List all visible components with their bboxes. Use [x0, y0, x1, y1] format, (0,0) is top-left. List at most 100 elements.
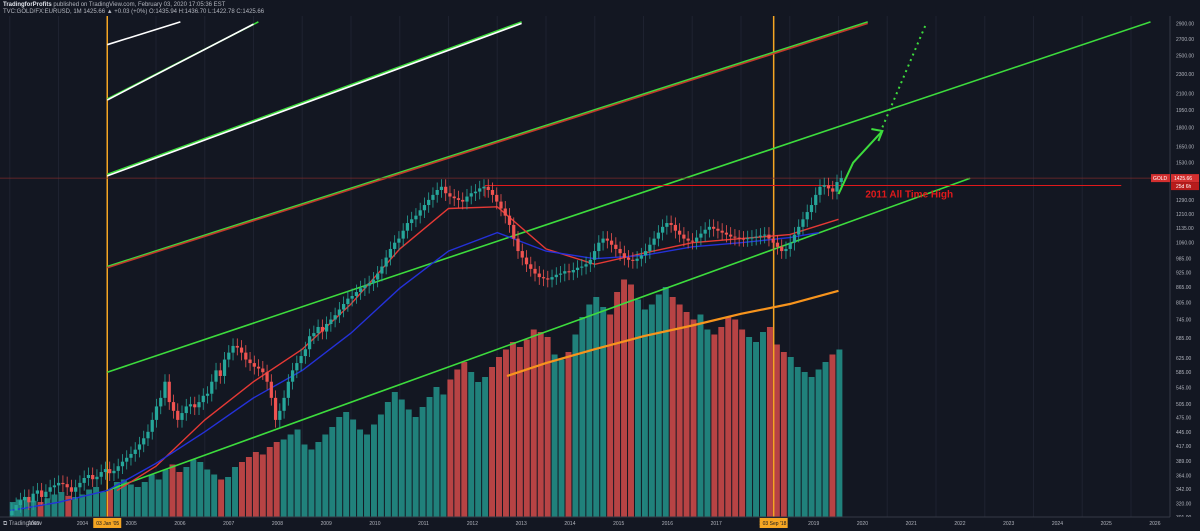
candle-body [550, 277, 554, 280]
y-tick-label: 1210.00 [1176, 212, 1194, 218]
candle-body [91, 474, 95, 480]
x-tick-label: 2011 [418, 521, 429, 527]
candle-body [329, 319, 333, 324]
candle-body [239, 347, 244, 353]
candle-body [40, 490, 44, 497]
y-tick-label: 320.00 [1176, 502, 1192, 508]
countdown-label: 25d 6h [1176, 184, 1192, 190]
volume-bar [836, 349, 843, 517]
candle-body [414, 215, 418, 220]
symbol-tag-bg [1151, 174, 1170, 183]
volume-bar [107, 489, 113, 517]
x-tick-label: 2015 [613, 521, 624, 527]
volume-bar [655, 294, 662, 517]
candle-body [763, 234, 767, 236]
candle-body [188, 404, 193, 407]
y-tick-label: 805.00 [1176, 301, 1192, 307]
candle-body [384, 257, 388, 267]
volume-bar [391, 392, 398, 517]
y-tick-label: 745.00 [1176, 318, 1192, 324]
candle-body [227, 352, 231, 360]
projection-arrowhead [871, 127, 884, 142]
candle-body [465, 196, 469, 202]
candle-body [716, 228, 720, 231]
volume-bar [412, 417, 419, 517]
marker-date-bg [759, 518, 788, 528]
volume-bar [197, 462, 204, 517]
candle-body [422, 205, 427, 211]
candle-body [129, 453, 133, 458]
candle-body [720, 230, 724, 233]
candle-body [473, 191, 478, 194]
candle-body [222, 359, 227, 376]
candle-body [835, 182, 839, 192]
price-scale-bg [1170, 0, 1200, 531]
candle-body [235, 345, 239, 348]
candle-body [333, 315, 337, 320]
volume-bar [273, 442, 280, 517]
volume-bar [753, 342, 760, 517]
symbol-ohlc-line: TVC:GOLD/FX:EURUSD, 1M 1425.66 ▲ +0.03 (… [3, 9, 265, 15]
y-tick-label: 505.00 [1176, 402, 1192, 408]
candle-body [184, 406, 188, 414]
candle-body [116, 466, 120, 471]
volume-bar [454, 369, 461, 517]
candle-body [146, 431, 150, 439]
candle-body [609, 240, 614, 245]
x-tick-label: 2017 [711, 521, 722, 527]
volume-bar [746, 337, 753, 517]
candle-body [805, 212, 809, 220]
y-tick-label: 685.00 [1176, 336, 1192, 342]
candle-body [303, 349, 307, 357]
candle-body [631, 259, 635, 261]
candle-body [448, 193, 452, 197]
candle-body [618, 248, 622, 254]
candle-body [682, 234, 686, 239]
volume-bar [79, 494, 86, 517]
volume-bar [648, 304, 655, 517]
x-tick-label: 2014 [564, 521, 575, 527]
x-tick-label: 2008 [272, 521, 283, 527]
candle-body [295, 363, 299, 371]
candle-body [99, 472, 103, 477]
candle-body [614, 244, 618, 249]
candle-body [95, 476, 99, 480]
candle-body [524, 257, 529, 265]
candle-body [444, 186, 448, 194]
candle-body [201, 395, 205, 403]
candle-body [205, 393, 210, 396]
candle-body [669, 223, 673, 225]
volume-bar [377, 414, 384, 517]
volume-bar [120, 479, 127, 517]
y-tick-label: 985.00 [1176, 257, 1192, 263]
channel-line [106, 177, 971, 492]
channel-line [107, 21, 181, 46]
x-tick-label: 2019 [808, 521, 819, 527]
volume-bar [148, 474, 155, 517]
candle-body [337, 309, 341, 316]
candle-body [354, 292, 359, 296]
volume-bar [551, 354, 558, 517]
candle-body [248, 359, 252, 364]
volume-bar [51, 494, 58, 517]
volume-bar [343, 412, 350, 517]
x-tick-label: 2004 [77, 521, 88, 527]
candle-body [482, 186, 486, 189]
candle-body [754, 236, 758, 238]
publisher-name: TradingforProfits [3, 2, 52, 8]
candle-body [35, 490, 40, 494]
volume-bar [357, 429, 364, 517]
volume-bar [405, 409, 412, 517]
candle-body [571, 270, 575, 273]
x-tick-label: 2022 [954, 521, 965, 527]
candle-body [197, 402, 201, 408]
candle-body [771, 238, 775, 243]
y-tick-label: 2500.00 [1176, 54, 1194, 60]
volume-bar [350, 419, 357, 517]
volume-bar [815, 369, 822, 517]
volume-bar [44, 498, 51, 517]
volume-bar [704, 329, 711, 517]
volume-bar [426, 397, 433, 517]
candle-body [324, 323, 329, 332]
